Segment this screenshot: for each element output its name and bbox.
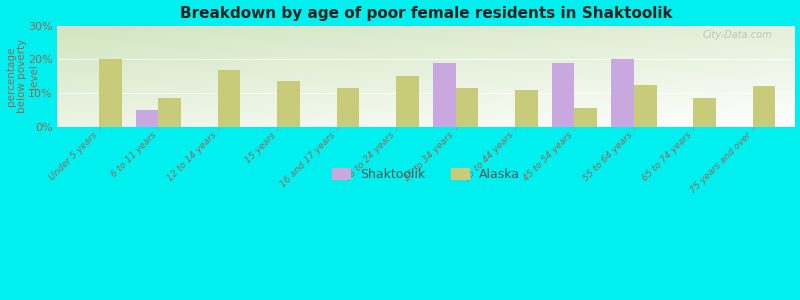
Bar [456, 88, 478, 127]
Bar [278, 81, 300, 127]
Title: Breakdown by age of poor female residents in Shaktoolik: Breakdown by age of poor female resident… [179, 6, 672, 21]
Bar [218, 70, 241, 127]
Legend: Shaktoolik, Alaska: Shaktoolik, Alaska [326, 163, 526, 186]
Bar [515, 90, 538, 127]
Bar [158, 98, 181, 127]
Bar [611, 59, 634, 127]
Bar [337, 88, 359, 127]
Bar [433, 63, 456, 127]
Bar [136, 110, 158, 127]
Text: City-Data.com: City-Data.com [702, 30, 772, 40]
Bar [634, 85, 657, 127]
Bar [694, 98, 716, 127]
Bar [753, 86, 775, 127]
Y-axis label: percentage
below poverty
level: percentage below poverty level [6, 39, 38, 113]
Bar [574, 108, 597, 127]
Bar [396, 76, 418, 127]
Bar [99, 59, 122, 127]
Bar [552, 63, 574, 127]
